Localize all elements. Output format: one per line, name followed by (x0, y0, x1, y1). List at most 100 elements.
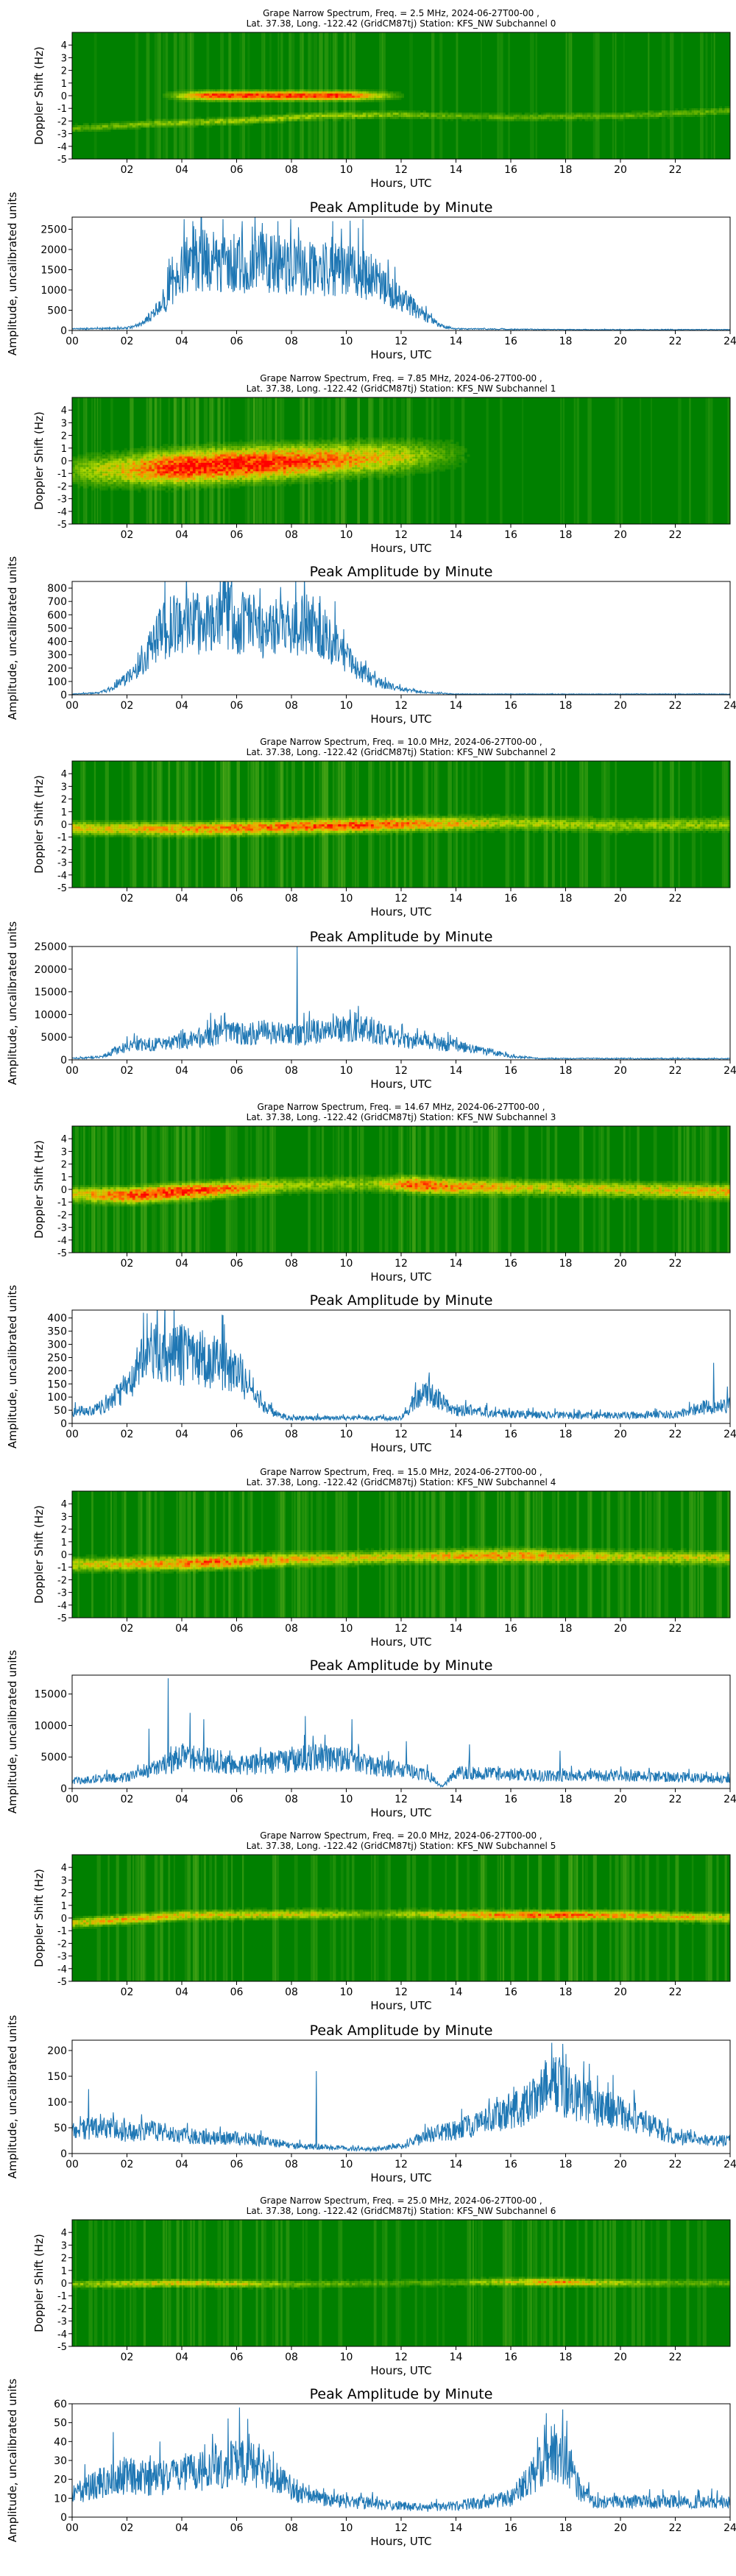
x-tick-label: 06 (230, 893, 244, 905)
y-tick-label: 50 (54, 2123, 67, 2134)
amplitude-series-line (72, 2407, 730, 2512)
y-tick-label: -5 (57, 2342, 67, 2353)
x-tick-label: 22 (669, 164, 682, 176)
x-tick-label: 18 (559, 893, 573, 905)
y-tick-label: 1 (61, 1538, 67, 1549)
x-tick-label: 20 (614, 529, 627, 541)
x-tick-label: 16 (504, 1258, 517, 1270)
y-tick-label: -4 (57, 1964, 67, 1975)
spectrogram-image (72, 2220, 730, 2346)
y-tick-label: 50 (54, 2418, 67, 2430)
amplitude-chart-6: Peak Amplitude by Minute 00 02 04 06 08 10 12 14… (6, 2379, 736, 2548)
x-tick-label: 04 (175, 2352, 188, 2363)
chart-title-line2: Lat. 37.38, Long. -122.42 (GridCM87tj) S… (247, 1841, 556, 1851)
x-tick-label: 14 (450, 1065, 463, 1077)
plot-area (72, 2042, 730, 2153)
chart-title: Peak Amplitude by Minute (310, 1292, 493, 1309)
y-tick-label: 100 (47, 676, 67, 688)
y-tick-label: 60 (54, 2399, 67, 2410)
x-tick-label: 24 (723, 2159, 736, 2170)
y-axis-label: Amplitude, uncalibrated units (6, 2015, 19, 2179)
x-tick-label: 02 (121, 1258, 134, 1270)
x-tick-label: 20 (614, 893, 627, 905)
y-tick-label: 3 (61, 2240, 67, 2251)
y-tick-label: 3 (61, 1512, 67, 1523)
x-tick-label: 00 (66, 1429, 79, 1440)
x-tick-label: 16 (504, 529, 517, 541)
x-tick-label: 12 (394, 1258, 408, 1270)
x-axis-label: Hours, UTC (370, 1270, 431, 1284)
spectrogram-2: Grape Narrow Spectrum, Freq. = 10.0 MHz,… (32, 737, 731, 919)
y-tick-label: 25000 (34, 941, 67, 953)
x-tick-label: 06 (230, 1986, 244, 1998)
y-tick-label: 400 (47, 637, 67, 648)
x-tick-label: 16 (504, 700, 517, 712)
x-tick-label: 14 (450, 2159, 463, 2170)
x-tick-label: 20 (614, 1623, 627, 1635)
x-tick-label: 00 (66, 1794, 79, 1805)
x-tick-label: 12 (394, 1986, 408, 1998)
y-tick-label: -5 (57, 1248, 67, 1259)
y-tick-label: 0 (60, 1783, 67, 1795)
y-tick-label: 0 (60, 2512, 67, 2524)
y-tick-label: 10 (54, 2493, 67, 2505)
chart-title-line2: Lat. 37.38, Long. -122.42 (GridCM87tj) S… (247, 383, 556, 394)
spectrogram-0: Grape Narrow Spectrum, Freq. = 2.5 MHz, … (32, 8, 731, 190)
x-tick-label: 18 (559, 700, 573, 712)
y-tick-label: 0 (61, 1914, 67, 1925)
y-tick-label: 2 (61, 795, 67, 806)
x-axis-label: Hours, UTC (370, 2535, 431, 2548)
chart-title-line1: Grape Narrow Spectrum, Freq. = 10.0 MHz,… (260, 737, 542, 747)
chart-title: Peak Amplitude by Minute (310, 1657, 493, 1674)
y-tick-label: 1500 (40, 265, 67, 277)
y-tick-label: 0 (61, 1550, 67, 1561)
x-tick-label: 06 (230, 2159, 244, 2170)
y-tick-label: 10000 (34, 1009, 67, 1021)
y-axis-label: Doppler Shift (Hz) (32, 1140, 46, 1239)
y-axis-label: Amplitude, uncalibrated units (6, 1650, 19, 1814)
y-tick-label: 30 (54, 2455, 67, 2467)
x-tick-label: 02 (121, 2352, 134, 2363)
x-tick-label: 02 (121, 1794, 134, 1805)
plot-area (72, 581, 730, 695)
chart-title-line2: Lat. 37.38, Long. -122.42 (GridCM87tj) S… (247, 2206, 556, 2216)
x-tick-label: 08 (285, 1986, 298, 1998)
y-tick-label: -3 (57, 1952, 67, 1963)
x-tick-label: 20 (614, 336, 627, 347)
amplitude-chart-2: Peak Amplitude by Minute 00 02 04 06 08 10 12 14… (6, 921, 736, 1091)
x-tick-label: 00 (66, 1065, 79, 1077)
x-tick-label: 14 (450, 700, 463, 712)
x-tick-label: 02 (121, 1986, 134, 1998)
y-tick-label: -3 (57, 495, 67, 506)
x-tick-label: 10 (340, 1794, 353, 1805)
y-axis-label: Amplitude, uncalibrated units (6, 1285, 19, 1449)
amplitude-chart-1: Peak Amplitude by Minute 00 02 04 06 08 10 12 14… (6, 556, 736, 726)
chart-title: Peak Amplitude by Minute (310, 2023, 493, 2039)
y-tick-label: 0 (60, 325, 67, 337)
x-tick-label: 18 (559, 1258, 573, 1270)
x-tick-label: 02 (121, 893, 134, 905)
x-tick-label: 14 (450, 2352, 463, 2363)
y-tick-label: 3 (61, 1875, 67, 1886)
y-axis-label: Doppler Shift (Hz) (32, 1505, 46, 1604)
x-tick-label: 18 (559, 164, 573, 176)
y-tick-label: -1 (57, 1197, 67, 1209)
x-tick-label: 20 (614, 1258, 627, 1270)
y-tick-label: -1 (57, 1926, 67, 1937)
x-tick-label: 06 (230, 529, 244, 541)
y-axis-label: Doppler Shift (Hz) (32, 2234, 46, 2332)
x-tick-label: 00 (66, 700, 79, 712)
amplitude-chart-5: Peak Amplitude by Minute 00 02 04 06 08 10 12 14… (6, 2015, 736, 2184)
spectrogram-6: Grape Narrow Spectrum, Freq. = 25.0 MHz,… (32, 2195, 731, 2377)
y-tick-label: 1 (61, 2266, 67, 2277)
x-tick-label: 22 (669, 1794, 682, 1805)
x-tick-label: 08 (285, 529, 298, 541)
y-tick-label: 200 (47, 2045, 67, 2057)
x-tick-label: 22 (669, 1986, 682, 1998)
y-tick-label: 2 (61, 1160, 67, 1171)
y-tick-label: 20000 (34, 964, 67, 976)
chart-title-line2: Lat. 37.38, Long. -122.42 (GridCM87tj) S… (247, 1112, 556, 1122)
x-tick-label: 08 (285, 1258, 298, 1270)
y-axis-label: Amplitude, uncalibrated units (6, 192, 19, 356)
x-tick-label: 20 (614, 700, 627, 712)
